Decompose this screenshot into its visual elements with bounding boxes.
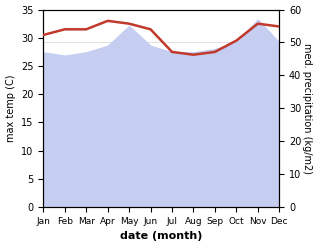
Y-axis label: med. precipitation (kg/m2): med. precipitation (kg/m2) [302,43,313,174]
X-axis label: date (month): date (month) [120,231,203,242]
Y-axis label: max temp (C): max temp (C) [5,75,16,142]
